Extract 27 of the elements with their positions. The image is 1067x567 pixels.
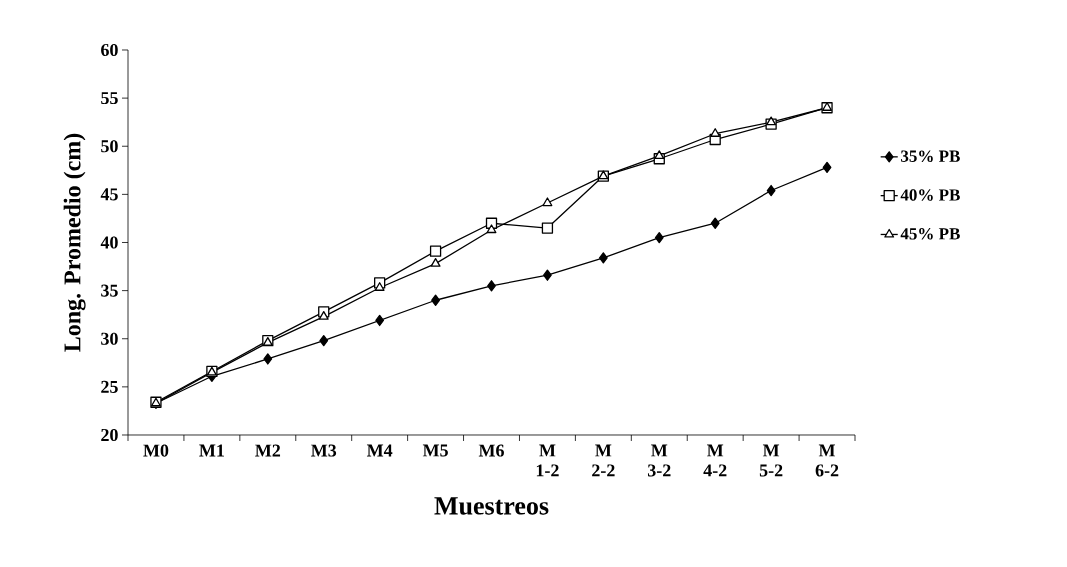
x-tick-label: M 2-2 [592, 444, 615, 477]
y-tick-label: 35 [101, 284, 118, 297]
x-tick-label: M 3-2 [647, 444, 671, 477]
x-tick-label: M6 [478, 444, 504, 457]
x-tick-label: M1 [199, 444, 224, 457]
x-tick-label: M 5-2 [759, 444, 783, 477]
x-tick-label: M 6-2 [815, 444, 839, 477]
x-tick-label: M 4-2 [703, 444, 727, 477]
x-tick-label: M3 [311, 444, 337, 457]
y-tick-label: 45 [100, 188, 118, 201]
y-axis-title: Long. Promedio (cm) [63, 133, 86, 352]
y-tick-label: 50 [101, 140, 118, 153]
x-tick-label: M 1-2 [536, 444, 559, 477]
legend-label: 40% PB [900, 189, 960, 201]
y-tick-label: 25 [101, 380, 118, 393]
x-tick-label: M5 [422, 444, 448, 457]
x-tick-label: M0 [143, 444, 169, 457]
x-axis-title: Muestreos [434, 497, 549, 515]
y-tick-label: 60 [101, 43, 118, 57]
legend-label: 35% PB [901, 150, 960, 162]
y-tick-label: 30 [101, 332, 118, 345]
x-tick-label: M4 [366, 444, 393, 457]
y-tick-label: 55 [101, 92, 118, 105]
legend-label: 45% PB [900, 228, 960, 240]
x-tick-label: M2 [255, 444, 281, 457]
y-tick-label: 40 [100, 236, 118, 249]
y-tick-label: 20 [101, 428, 118, 442]
